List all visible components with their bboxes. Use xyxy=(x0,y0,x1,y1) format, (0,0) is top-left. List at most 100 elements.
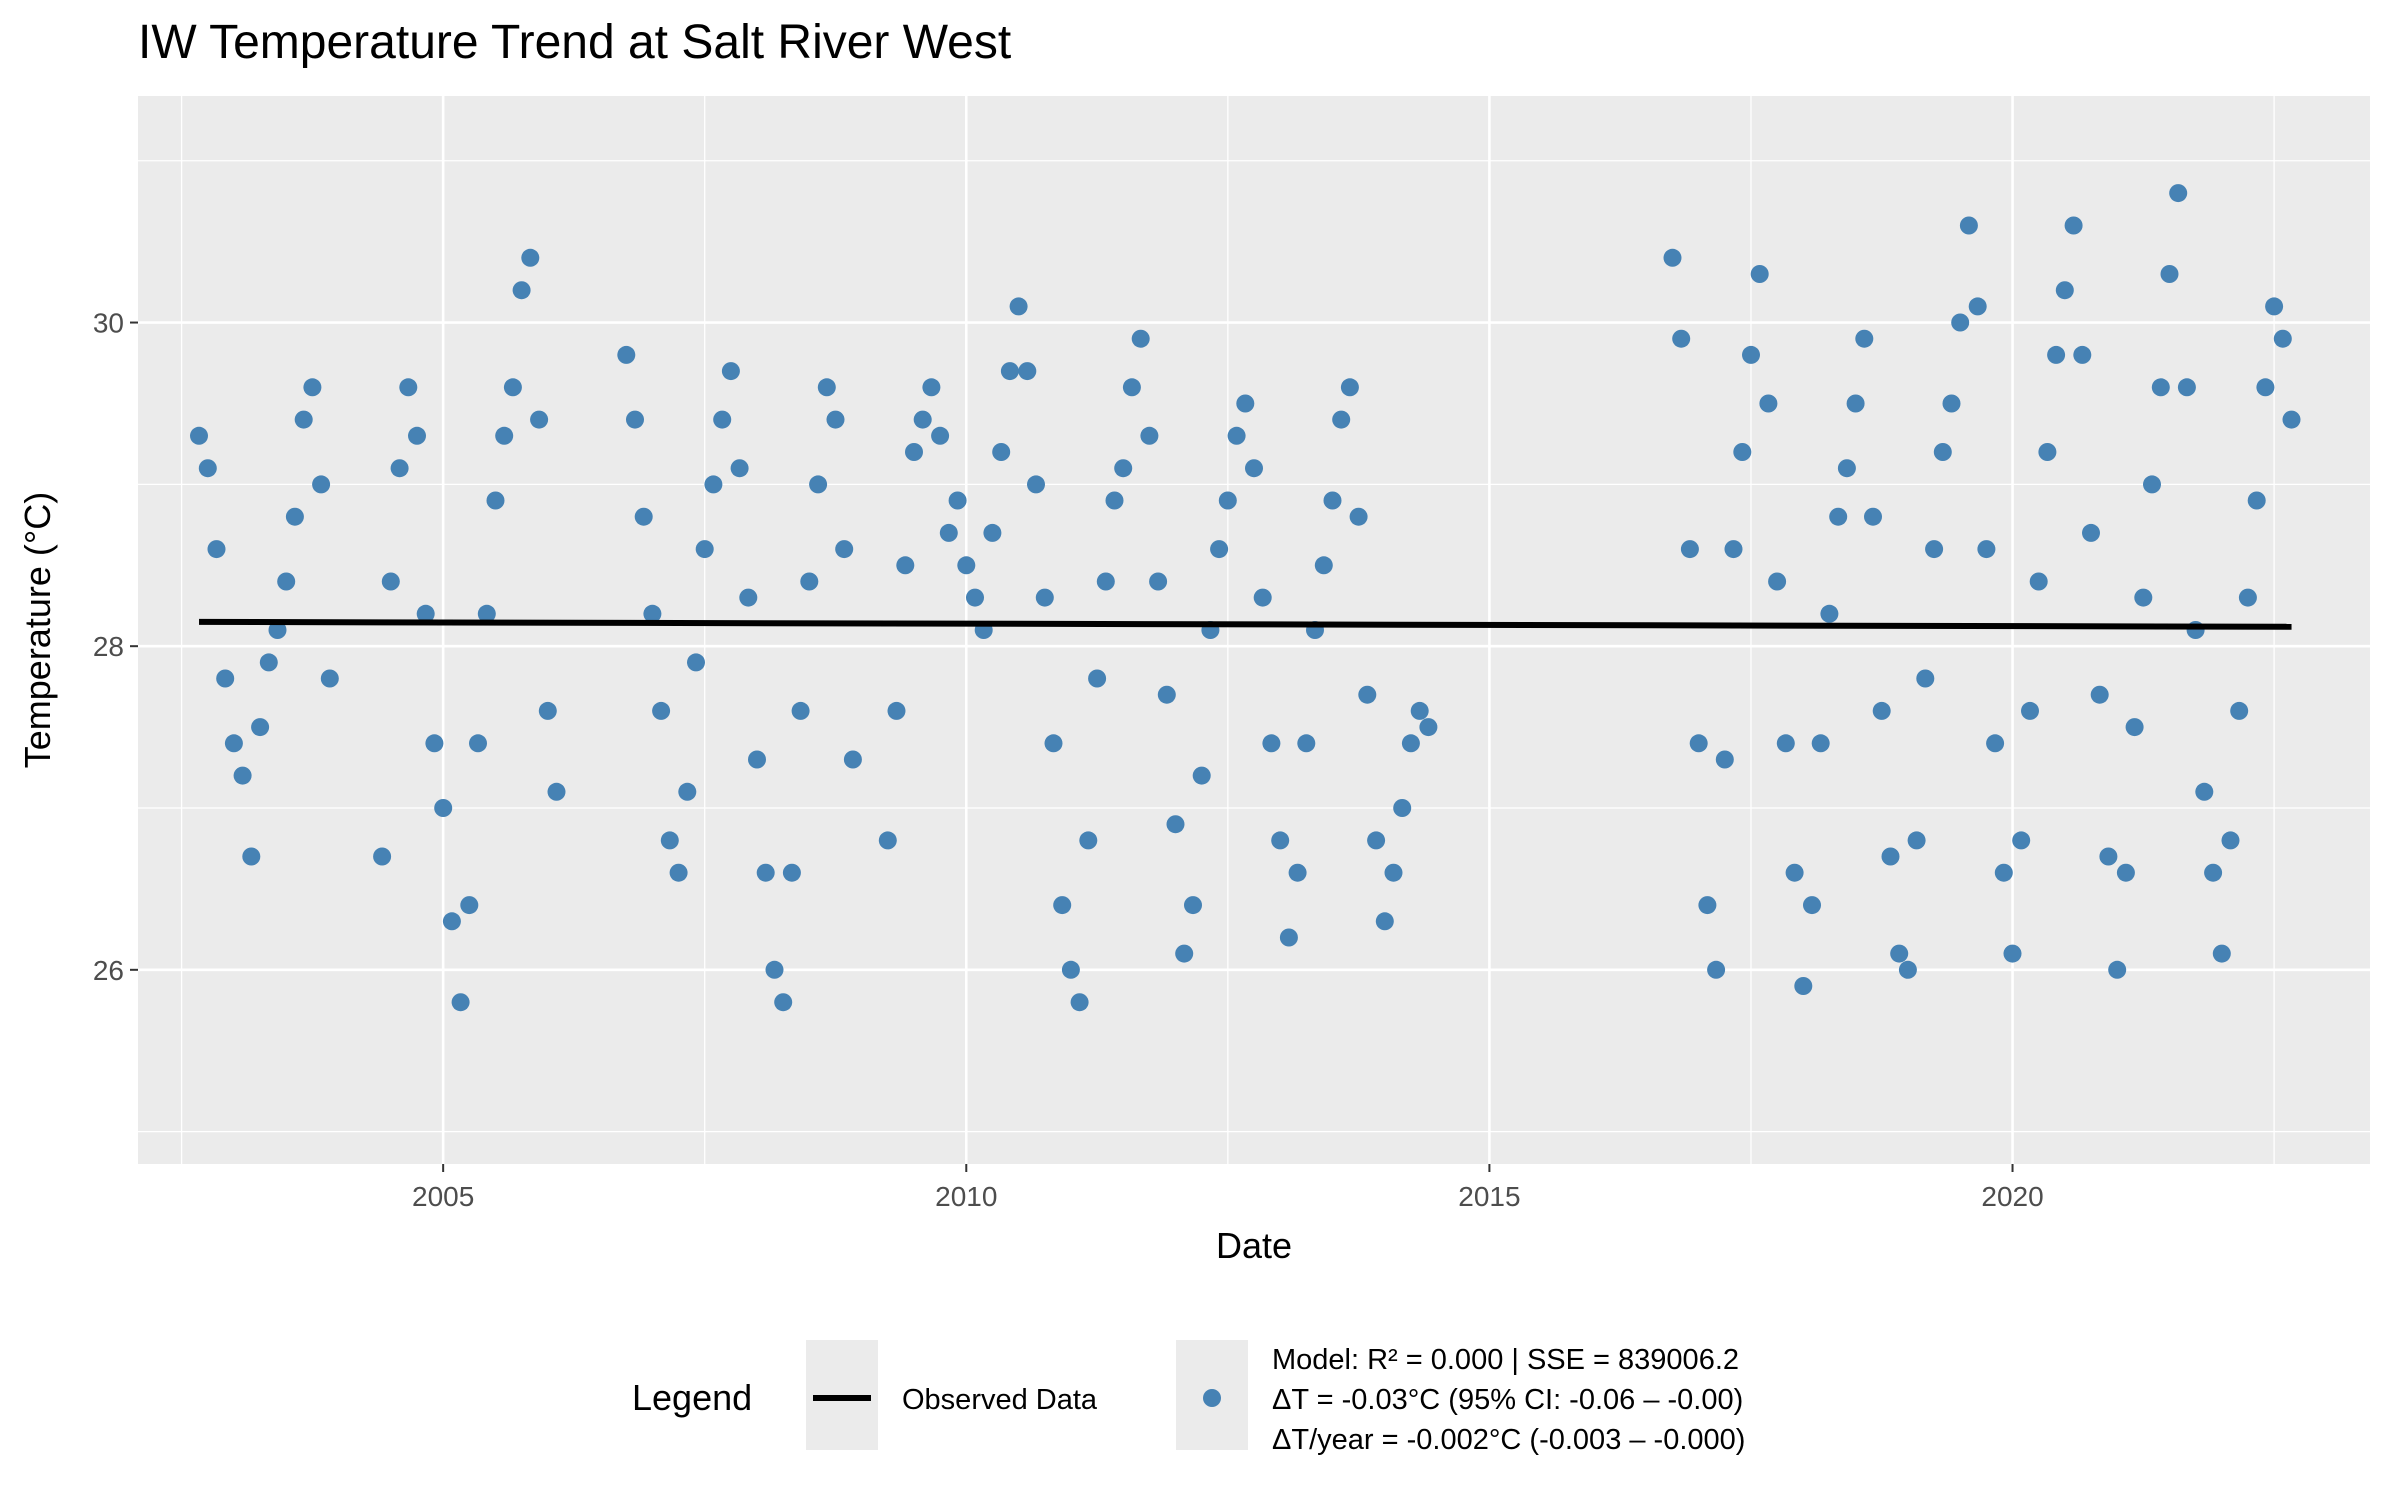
data-point xyxy=(251,718,270,737)
chart-title: IW Temperature Trend at Salt River West xyxy=(138,16,1011,69)
data-point xyxy=(2134,588,2153,607)
data-point xyxy=(1332,410,1351,429)
data-point xyxy=(2265,297,2284,316)
data-point xyxy=(1794,977,1813,995)
data-point xyxy=(1672,329,1691,348)
data-point xyxy=(538,701,557,720)
data-point xyxy=(652,701,671,720)
data-point xyxy=(1367,831,1386,850)
data-point xyxy=(817,378,836,397)
data-point xyxy=(530,410,549,429)
data-point xyxy=(1933,443,1952,461)
data-point xyxy=(1907,831,1926,850)
data-point xyxy=(1340,378,1359,397)
data-point xyxy=(2047,345,2066,364)
data-point xyxy=(1131,329,1150,348)
data-point xyxy=(2177,378,2196,397)
data-point xyxy=(1314,556,1333,575)
data-point xyxy=(660,831,679,850)
data-point xyxy=(1262,734,1281,753)
data-point xyxy=(2195,782,2214,801)
data-point xyxy=(826,410,845,429)
data-point xyxy=(1419,718,1438,737)
data-point xyxy=(1096,572,1115,591)
data-point xyxy=(669,863,688,882)
data-point xyxy=(460,896,479,915)
data-point xyxy=(1227,426,1246,445)
data-point xyxy=(774,993,793,1012)
data-point xyxy=(1864,507,1882,526)
data-point xyxy=(294,410,313,429)
legend-model-line: Model: R² = 0.000 | SSE = 839006.2 xyxy=(1272,1344,1739,1376)
data-point xyxy=(678,782,697,801)
data-point xyxy=(835,540,854,559)
data-point xyxy=(1271,831,1290,850)
data-point xyxy=(1680,540,1699,559)
data-point xyxy=(2169,184,2188,203)
data-point xyxy=(1733,443,1752,461)
data-point xyxy=(809,475,828,494)
data-point xyxy=(2108,960,2127,979)
data-point xyxy=(1994,863,2013,882)
data-point xyxy=(1803,896,1821,915)
data-point xyxy=(634,507,653,526)
data-point xyxy=(643,604,662,623)
data-point xyxy=(1323,491,1342,510)
data-point xyxy=(1393,799,1412,817)
data-point xyxy=(1157,685,1176,704)
data-point xyxy=(1724,540,1743,559)
data-point xyxy=(1140,426,1159,445)
data-point xyxy=(2204,863,2223,882)
data-point xyxy=(1898,960,1917,979)
data-point xyxy=(547,782,566,801)
data-point xyxy=(756,863,775,882)
data-point xyxy=(1776,734,1795,753)
data-point xyxy=(320,669,339,688)
data-point xyxy=(1663,248,1682,267)
data-point xyxy=(1175,944,1194,963)
data-point xyxy=(233,766,252,785)
legend-delta-line: ΔT = -0.03°C (95% CI: -0.06 – -0.00) xyxy=(1272,1384,1743,1416)
x-tick-label: 2020 xyxy=(1981,1181,2043,1212)
data-point xyxy=(1192,766,1211,785)
data-point xyxy=(1184,896,1202,915)
data-point xyxy=(277,572,296,591)
data-point xyxy=(1088,669,1107,688)
data-point xyxy=(1000,362,1019,381)
data-point xyxy=(1297,734,1316,753)
data-point xyxy=(381,572,400,591)
data-point xyxy=(1044,734,1063,753)
data-point xyxy=(1288,863,1307,882)
data-point xyxy=(1890,944,1909,963)
data-point xyxy=(1218,491,1237,510)
data-point xyxy=(1236,394,1255,413)
data-point xyxy=(190,426,208,445)
data-point xyxy=(425,734,444,753)
data-point xyxy=(2090,685,2109,704)
data-point xyxy=(1855,329,1874,348)
trend-line xyxy=(199,618,2292,630)
data-point xyxy=(1009,297,1028,316)
data-point xyxy=(887,701,906,720)
data-point xyxy=(931,426,950,445)
data-point xyxy=(748,750,766,769)
data-point xyxy=(2230,701,2249,720)
legend-point-swatch xyxy=(1203,1389,1221,1407)
data-point xyxy=(905,443,923,461)
data-point xyxy=(957,556,976,575)
x-tick-label: 2015 xyxy=(1458,1181,1520,1212)
data-point xyxy=(495,426,514,445)
data-point xyxy=(2116,863,2135,882)
data-point xyxy=(2282,410,2301,429)
data-point xyxy=(390,459,409,478)
data-point xyxy=(1358,685,1377,704)
data-point xyxy=(1986,734,2005,753)
data-point xyxy=(477,604,496,623)
data-point xyxy=(617,345,636,364)
data-point xyxy=(1846,394,1865,413)
data-point xyxy=(896,556,915,575)
data-point xyxy=(1122,378,1141,397)
data-point xyxy=(1401,734,1420,753)
data-point xyxy=(913,410,932,429)
data-point xyxy=(1166,815,1185,834)
